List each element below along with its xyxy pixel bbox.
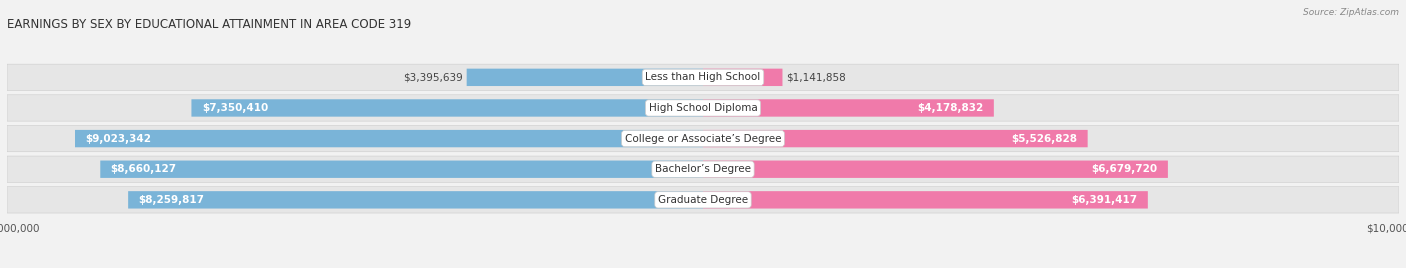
FancyBboxPatch shape: [128, 191, 703, 209]
FancyBboxPatch shape: [703, 130, 1088, 147]
Text: $6,391,417: $6,391,417: [1071, 195, 1137, 205]
FancyBboxPatch shape: [75, 130, 703, 147]
Text: High School Diploma: High School Diploma: [648, 103, 758, 113]
FancyBboxPatch shape: [703, 191, 1147, 209]
Text: Bachelor’s Degree: Bachelor’s Degree: [655, 164, 751, 174]
FancyBboxPatch shape: [467, 69, 703, 86]
Text: Graduate Degree: Graduate Degree: [658, 195, 748, 205]
FancyBboxPatch shape: [100, 161, 703, 178]
FancyBboxPatch shape: [7, 187, 1399, 213]
Text: $3,395,639: $3,395,639: [404, 72, 463, 82]
Text: $1,141,858: $1,141,858: [786, 72, 845, 82]
Text: $5,526,828: $5,526,828: [1011, 133, 1077, 144]
FancyBboxPatch shape: [703, 99, 994, 117]
FancyBboxPatch shape: [703, 69, 783, 86]
Text: $6,679,720: $6,679,720: [1091, 164, 1157, 174]
FancyBboxPatch shape: [7, 64, 1399, 91]
Text: Less than High School: Less than High School: [645, 72, 761, 82]
Text: $4,178,832: $4,178,832: [917, 103, 983, 113]
Text: College or Associate’s Degree: College or Associate’s Degree: [624, 133, 782, 144]
FancyBboxPatch shape: [703, 161, 1168, 178]
FancyBboxPatch shape: [7, 156, 1399, 183]
FancyBboxPatch shape: [7, 95, 1399, 121]
Text: Source: ZipAtlas.com: Source: ZipAtlas.com: [1303, 8, 1399, 17]
FancyBboxPatch shape: [7, 125, 1399, 152]
Text: $8,259,817: $8,259,817: [139, 195, 205, 205]
Text: $9,023,342: $9,023,342: [86, 133, 152, 144]
Text: EARNINGS BY SEX BY EDUCATIONAL ATTAINMENT IN AREA CODE 319: EARNINGS BY SEX BY EDUCATIONAL ATTAINMEN…: [7, 18, 412, 31]
Text: $7,350,410: $7,350,410: [202, 103, 269, 113]
FancyBboxPatch shape: [191, 99, 703, 117]
Text: $8,660,127: $8,660,127: [111, 164, 177, 174]
